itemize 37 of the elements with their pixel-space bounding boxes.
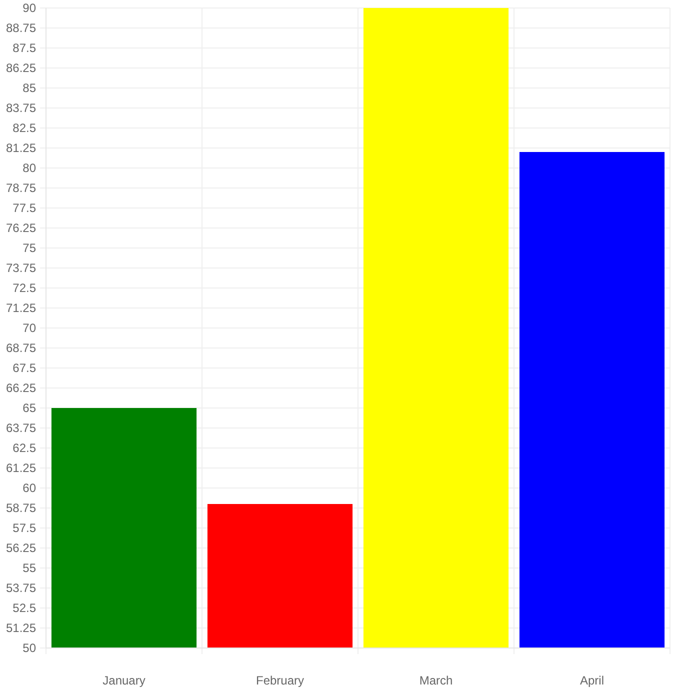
y-tick-label: 61.25 — [6, 460, 36, 475]
y-tick-label: 55 — [22, 560, 36, 575]
y-tick-label: 63.75 — [6, 420, 36, 435]
y-tick-label: 81.25 — [6, 140, 36, 155]
y-tick-label: 53.75 — [6, 580, 36, 595]
y-tick-label: 85 — [22, 80, 36, 95]
x-tick-label: April — [580, 674, 604, 688]
x-tick-label: March — [419, 674, 453, 688]
y-tick-label: 57.5 — [12, 520, 36, 535]
y-tick-label: 72.5 — [12, 280, 36, 295]
y-tick-label: 58.75 — [6, 500, 36, 515]
y-tick-label: 87.5 — [12, 40, 36, 55]
y-tick-label: 78.75 — [6, 180, 36, 195]
x-tick-label: January — [102, 674, 146, 688]
y-tick-label: 60 — [22, 480, 36, 495]
y-tick-label: 83.75 — [6, 100, 36, 115]
y-tick-label: 70 — [22, 320, 36, 335]
y-tick-label: 76.25 — [6, 220, 36, 235]
y-tick-label: 90 — [22, 0, 36, 15]
y-tick-label: 68.75 — [6, 340, 36, 355]
x-tick-label: February — [256, 674, 304, 688]
y-tick-label: 62.5 — [12, 440, 36, 455]
y-tick-label: 77.5 — [12, 200, 36, 215]
y-tick-label: 80 — [22, 160, 36, 175]
y-tick-label: 88.75 — [6, 20, 36, 35]
y-tick-label: 52.5 — [12, 600, 36, 615]
y-tick-label: 67.5 — [12, 360, 36, 375]
y-tick-label: 75 — [22, 240, 36, 255]
y-tick-label: 66.25 — [6, 380, 36, 395]
y-tick-label: 65 — [22, 400, 36, 415]
y-tick-label: 86.25 — [6, 60, 36, 75]
y-tick-label: 50 — [22, 640, 36, 655]
y-tick-label: 73.75 — [6, 260, 36, 275]
y-tick-label: 51.25 — [6, 620, 36, 635]
y-tick-label: 56.25 — [6, 540, 36, 555]
y-tick-label: 82.5 — [12, 120, 36, 135]
y-tick-label: 71.25 — [6, 300, 36, 315]
